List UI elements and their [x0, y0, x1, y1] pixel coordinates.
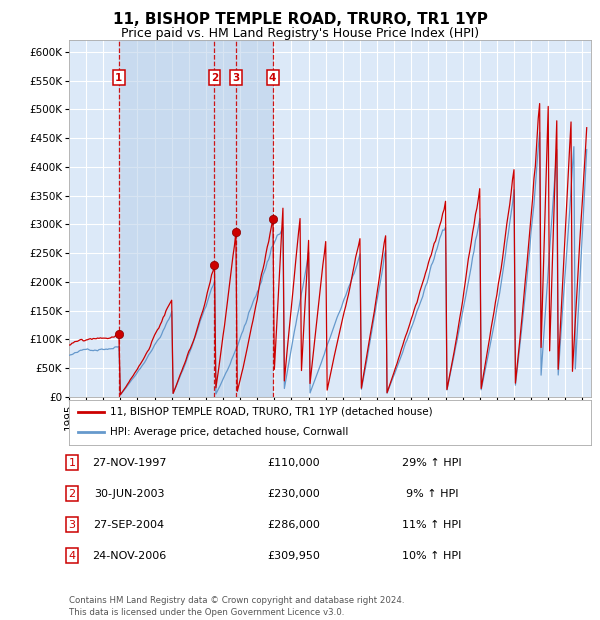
- Text: 29% ↑ HPI: 29% ↑ HPI: [402, 458, 462, 467]
- Text: 2: 2: [68, 489, 76, 498]
- Text: Price paid vs. HM Land Registry's House Price Index (HPI): Price paid vs. HM Land Registry's House …: [121, 27, 479, 40]
- Text: 1: 1: [115, 73, 122, 82]
- Text: £230,000: £230,000: [268, 489, 320, 498]
- Text: 4: 4: [269, 73, 277, 82]
- Text: 11% ↑ HPI: 11% ↑ HPI: [403, 520, 461, 529]
- Text: 4: 4: [68, 551, 76, 560]
- Text: 3: 3: [68, 520, 76, 529]
- Text: 9% ↑ HPI: 9% ↑ HPI: [406, 489, 458, 498]
- Text: 3: 3: [232, 73, 239, 82]
- Text: £110,000: £110,000: [268, 458, 320, 467]
- Text: 11, BISHOP TEMPLE ROAD, TRURO, TR1 1YP: 11, BISHOP TEMPLE ROAD, TRURO, TR1 1YP: [113, 12, 487, 27]
- Text: 1: 1: [68, 458, 76, 467]
- Text: This data is licensed under the Open Government Licence v3.0.: This data is licensed under the Open Gov…: [69, 608, 344, 617]
- Text: £286,000: £286,000: [268, 520, 320, 529]
- Text: 11, BISHOP TEMPLE ROAD, TRURO, TR1 1YP (detached house): 11, BISHOP TEMPLE ROAD, TRURO, TR1 1YP (…: [110, 407, 433, 417]
- Text: Contains HM Land Registry data © Crown copyright and database right 2024.: Contains HM Land Registry data © Crown c…: [69, 596, 404, 606]
- Text: 10% ↑ HPI: 10% ↑ HPI: [403, 551, 461, 560]
- Text: £309,950: £309,950: [268, 551, 320, 560]
- Text: 30-JUN-2003: 30-JUN-2003: [94, 489, 164, 498]
- Text: HPI: Average price, detached house, Cornwall: HPI: Average price, detached house, Corn…: [110, 427, 348, 438]
- Text: 27-SEP-2004: 27-SEP-2004: [94, 520, 164, 529]
- Text: 24-NOV-2006: 24-NOV-2006: [92, 551, 166, 560]
- Bar: [119, 40, 272, 397]
- Text: 27-NOV-1997: 27-NOV-1997: [92, 458, 166, 467]
- Text: 2: 2: [211, 73, 218, 82]
